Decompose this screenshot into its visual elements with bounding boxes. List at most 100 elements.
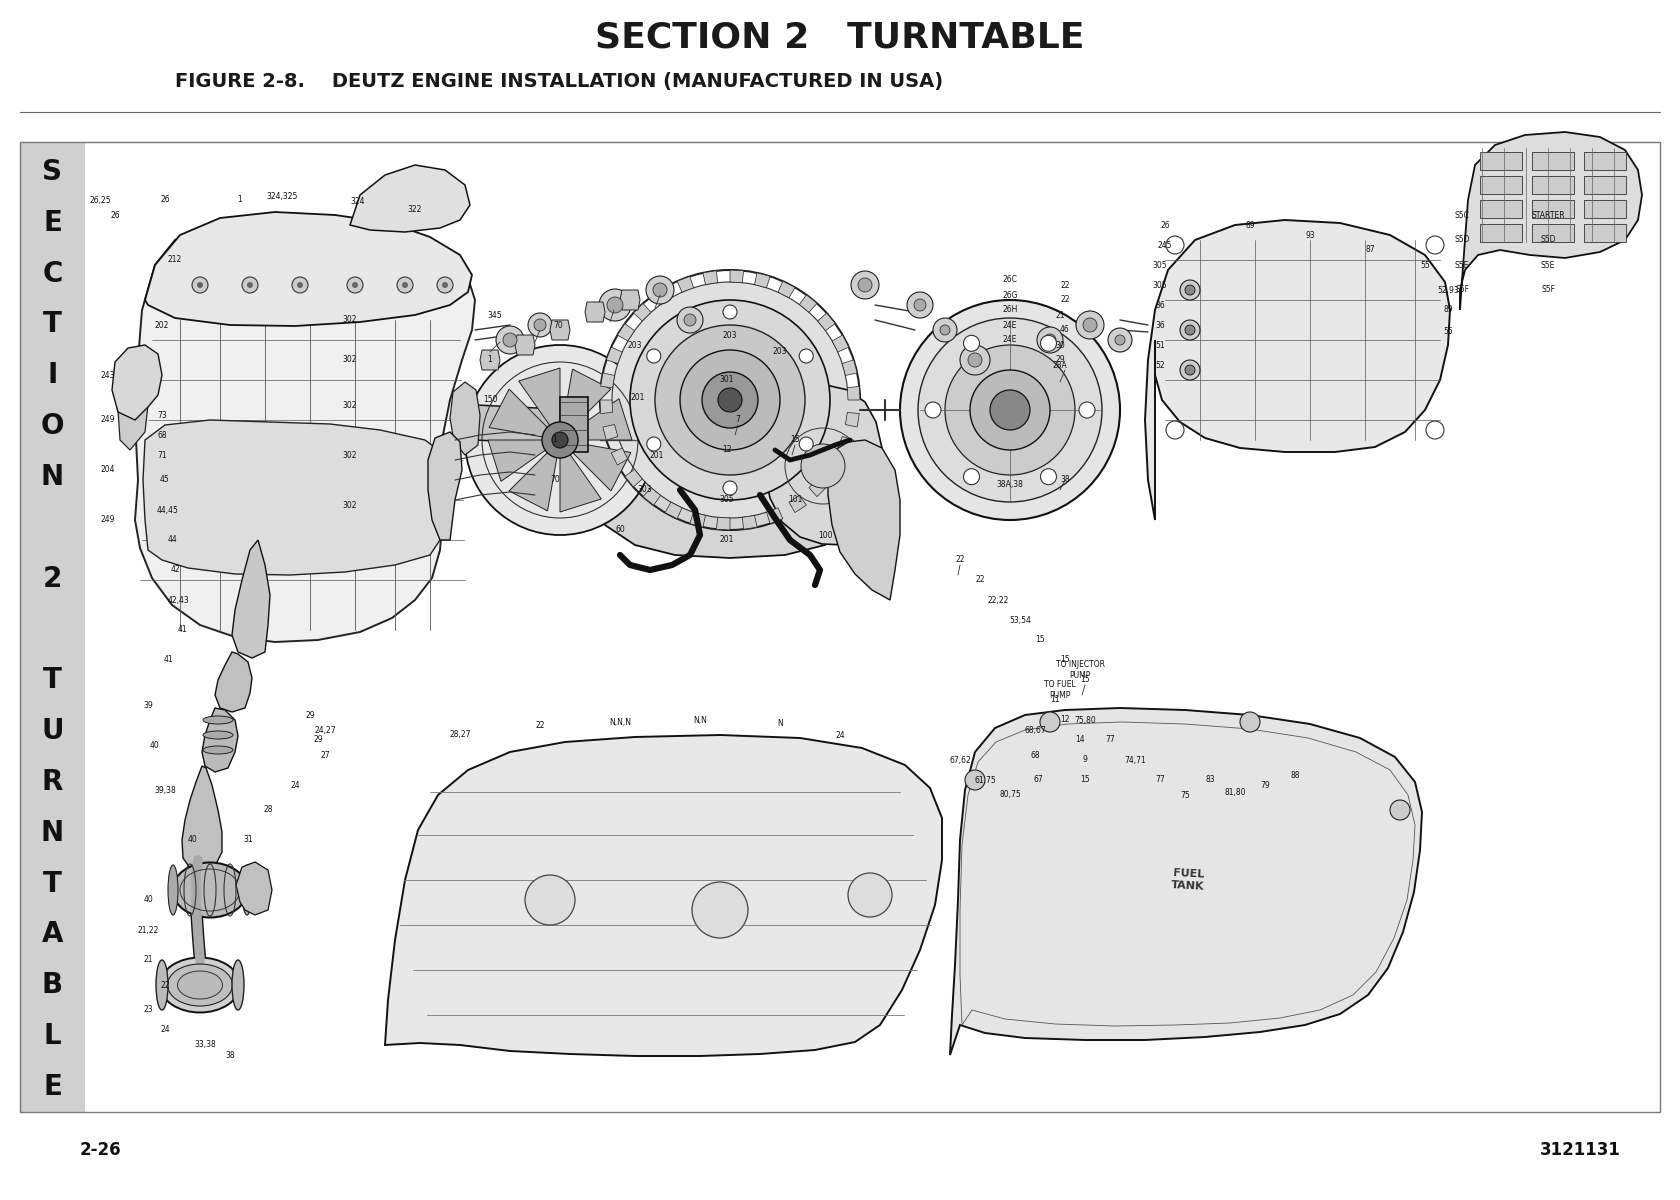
Text: 101: 101: [788, 496, 801, 504]
Bar: [1584, 224, 1626, 242]
Circle shape: [964, 770, 984, 790]
Text: S5E: S5E: [1455, 260, 1470, 270]
Bar: [1532, 200, 1574, 218]
Bar: [20, 142, 86, 1112]
Circle shape: [606, 296, 623, 313]
Circle shape: [655, 325, 805, 475]
Circle shape: [717, 388, 743, 412]
Circle shape: [941, 325, 949, 335]
Text: 80,75: 80,75: [1000, 791, 1021, 799]
Circle shape: [1184, 284, 1194, 295]
Circle shape: [647, 276, 674, 304]
Polygon shape: [677, 276, 694, 293]
Circle shape: [692, 882, 748, 938]
Circle shape: [969, 370, 1050, 450]
Ellipse shape: [203, 716, 234, 724]
Text: 42: 42: [170, 565, 180, 575]
Polygon shape: [716, 517, 731, 530]
Text: 29: 29: [1055, 355, 1065, 365]
Circle shape: [800, 437, 813, 451]
Circle shape: [680, 350, 780, 450]
Text: 322: 322: [408, 205, 422, 215]
Polygon shape: [612, 448, 628, 464]
Text: E: E: [44, 1073, 62, 1102]
Circle shape: [647, 437, 660, 451]
Text: 45: 45: [160, 475, 170, 485]
Text: 75,80: 75,80: [1074, 715, 1095, 725]
Polygon shape: [349, 164, 470, 232]
Text: 44,45: 44,45: [156, 505, 180, 515]
Text: 150: 150: [482, 396, 497, 404]
Text: 26: 26: [160, 196, 170, 204]
Polygon shape: [654, 288, 670, 305]
Polygon shape: [665, 502, 682, 518]
Text: T: T: [44, 311, 62, 338]
Text: N: N: [778, 720, 783, 728]
Text: 46: 46: [1060, 325, 1070, 335]
Polygon shape: [690, 512, 706, 527]
Text: S5D: S5D: [1541, 235, 1556, 245]
Ellipse shape: [232, 960, 244, 1010]
Circle shape: [465, 346, 655, 535]
Circle shape: [192, 277, 208, 293]
Polygon shape: [480, 350, 501, 370]
Text: U: U: [42, 718, 64, 745]
Text: 68: 68: [158, 431, 166, 439]
Circle shape: [402, 282, 408, 288]
Circle shape: [1184, 365, 1194, 374]
Text: 203: 203: [722, 330, 738, 340]
Text: 201: 201: [719, 535, 734, 545]
Text: 77: 77: [1105, 736, 1116, 744]
Circle shape: [722, 481, 738, 494]
Text: 40: 40: [150, 740, 160, 750]
Polygon shape: [215, 652, 252, 712]
Polygon shape: [134, 220, 475, 642]
Polygon shape: [825, 458, 843, 476]
Text: 88: 88: [1290, 770, 1300, 780]
Ellipse shape: [160, 958, 240, 1013]
Circle shape: [1389, 800, 1410, 820]
Polygon shape: [585, 302, 605, 322]
Polygon shape: [766, 508, 783, 523]
Circle shape: [852, 271, 879, 299]
Circle shape: [917, 318, 1102, 502]
Text: 74,71: 74,71: [1124, 756, 1146, 764]
Text: 22: 22: [1060, 281, 1070, 289]
Circle shape: [502, 332, 517, 347]
Circle shape: [297, 282, 302, 288]
Polygon shape: [143, 420, 449, 575]
Text: 24: 24: [291, 780, 299, 790]
Polygon shape: [563, 370, 612, 427]
Polygon shape: [838, 437, 853, 452]
Circle shape: [442, 282, 449, 288]
Text: O: O: [40, 412, 64, 440]
Polygon shape: [519, 368, 559, 425]
Bar: [1480, 152, 1522, 170]
Text: 89: 89: [1443, 306, 1453, 314]
Text: 202: 202: [155, 320, 170, 330]
Text: S: S: [42, 158, 62, 186]
Text: 12: 12: [722, 445, 732, 455]
Circle shape: [722, 305, 738, 319]
Text: 27: 27: [321, 750, 329, 760]
Text: 81,80: 81,80: [1225, 787, 1247, 797]
Text: 245: 245: [1158, 240, 1173, 250]
Circle shape: [900, 300, 1121, 520]
Text: 77: 77: [1156, 775, 1164, 785]
Text: S5D: S5D: [1455, 235, 1470, 245]
Circle shape: [534, 319, 546, 331]
Polygon shape: [731, 270, 744, 283]
Text: S5F: S5F: [1455, 286, 1468, 294]
Circle shape: [647, 349, 660, 362]
Text: I: I: [47, 361, 57, 389]
Circle shape: [1079, 402, 1095, 418]
Polygon shape: [603, 425, 618, 440]
Text: 24,27: 24,27: [314, 726, 336, 734]
Text: 40: 40: [186, 835, 197, 845]
Text: A: A: [42, 920, 64, 948]
Circle shape: [858, 278, 872, 292]
Text: 9: 9: [1082, 756, 1087, 764]
Polygon shape: [800, 295, 816, 312]
Text: 53,54: 53,54: [1010, 616, 1032, 624]
Text: 249: 249: [101, 415, 116, 425]
